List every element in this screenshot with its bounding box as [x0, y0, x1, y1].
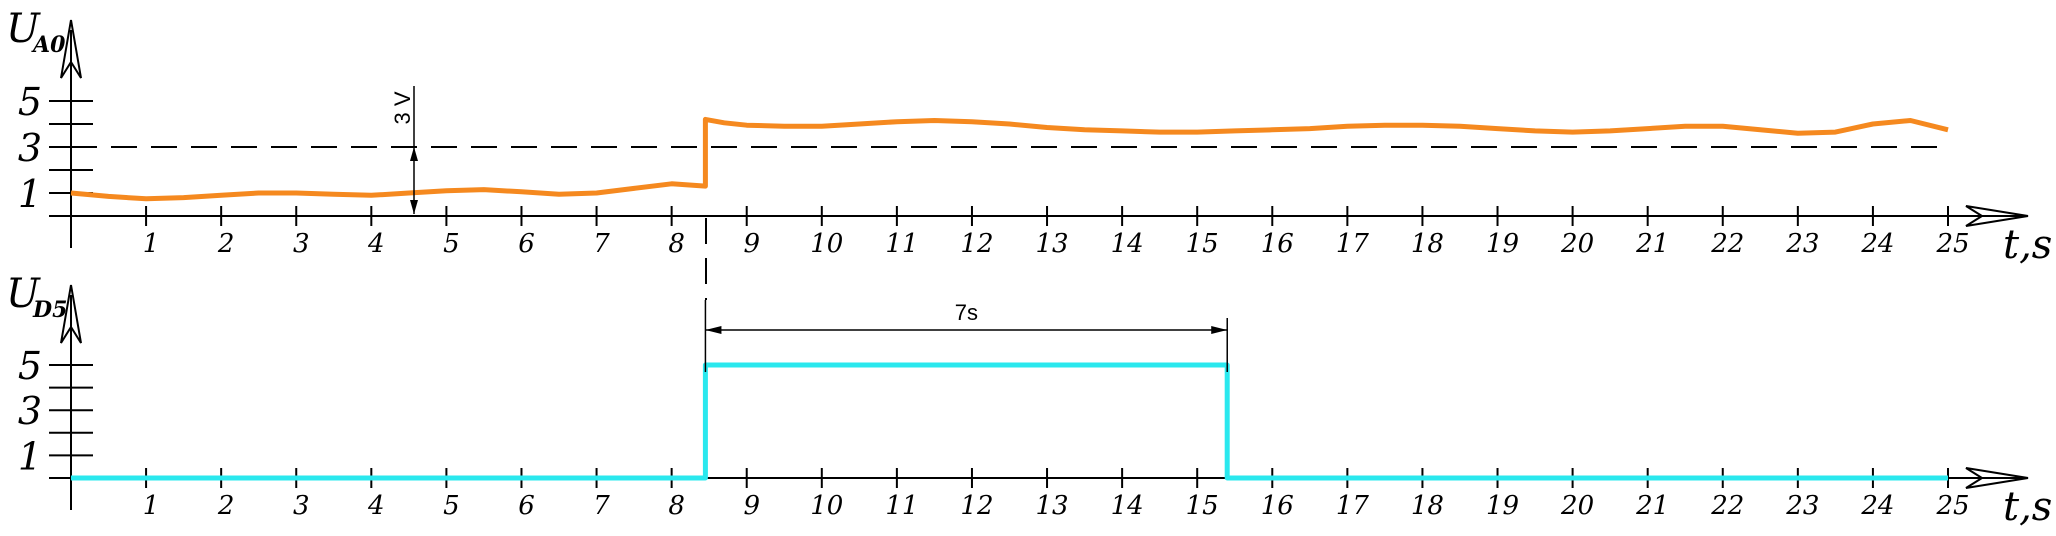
ua0-y-arrow: [60, 19, 82, 79]
ua0-x-tick-label: 5: [443, 229, 460, 259]
ua0-x-tick-label: 17: [1336, 229, 1370, 259]
duration-arrowhead-right: [1211, 326, 1228, 334]
ua0-x-tick-label: 24: [1860, 229, 1894, 259]
ua0-x-tick-label: 13: [1035, 229, 1068, 259]
ud5-ylabel-sub: D5: [32, 297, 67, 323]
ud5-x-tick-label: 10: [810, 491, 843, 521]
ua0-x-tick-label: 22: [1710, 229, 1744, 259]
ua0-x-tick-label: 15: [1186, 229, 1219, 259]
threshold-dim-arrowhead-up: [410, 147, 418, 161]
ua0-xlabel: t,s: [2003, 222, 2052, 268]
ud5-x-tick-label: 17: [1336, 491, 1370, 521]
ua0-x-tick-label: 2: [217, 229, 235, 259]
ua0-ylabel-sub: A0: [31, 32, 66, 58]
ud5-x-arrow: [1965, 467, 2029, 489]
ud5-x-tick-label: 11: [885, 491, 918, 521]
ud5-x-tick-label: 19: [1486, 491, 1519, 521]
ua0-x-tick-label: 12: [960, 229, 993, 259]
ua0-x-tick-label: 3: [293, 229, 310, 259]
ua0-y-tick-label: 5: [18, 80, 42, 124]
ua0-x-tick-label: 4: [367, 229, 385, 259]
ua0-x-tick-label: 8: [668, 229, 685, 259]
ud5-x-tick-label: 2: [217, 491, 235, 521]
ud5-x-tick-label: 4: [367, 491, 385, 521]
ud5-series-0: [71, 362, 1948, 481]
ua0-x-tick-label: 9: [743, 229, 760, 259]
ud5-y-tick-label: 5: [18, 344, 42, 388]
ud5-x-tick-label: 15: [1186, 491, 1219, 521]
duration-arrowhead-left: [705, 326, 722, 334]
ua0-x-tick-label: 6: [518, 229, 535, 259]
ud5-x-tick-label: 20: [1560, 491, 1594, 521]
ud5-ylabel-main: U: [6, 271, 41, 317]
ud5-x-tick-label: 24: [1860, 491, 1894, 521]
ud5-x-tick-label: 8: [668, 491, 685, 521]
ua0-x-tick-label: 16: [1261, 229, 1294, 259]
ud5-y-arrow: [60, 284, 82, 344]
ua0-x-tick-label: 20: [1560, 229, 1594, 259]
ud5-x-tick-label: 14: [1111, 491, 1144, 521]
ua0-x-tick-label: 10: [810, 229, 843, 259]
ud5-x-tick-label: 6: [518, 491, 535, 521]
ua0-x-tick-label: 11: [885, 229, 918, 259]
ua0-ylabel-main: U: [6, 6, 41, 52]
ua0-x-tick-label: 19: [1486, 229, 1519, 259]
ud5-x-tick-label: 16: [1261, 491, 1294, 521]
ud5-x-tick-label: 5: [443, 491, 460, 521]
ud5-y-tick-label: 3: [18, 389, 42, 433]
ud5-x-tick-label: 18: [1411, 491, 1444, 521]
ua0-x-tick-label: 1: [143, 229, 160, 259]
ua0-series-0: [70, 116, 1949, 202]
ud5-x-tick-label: 21: [1635, 491, 1669, 521]
ud5-x-tick-label: 1: [143, 491, 160, 521]
ua0-x-tick-label: 14: [1111, 229, 1144, 259]
ud5-y-tick-label: 1: [18, 434, 42, 478]
ud5-x-tick-label: 25: [1935, 491, 1969, 521]
ud5-xlabel: t,s: [2003, 484, 2052, 530]
ud5-x-tick-label: 12: [960, 491, 993, 521]
ud5-x-tick-label: 22: [1710, 491, 1744, 521]
ud5-x-tick-label: 13: [1035, 491, 1068, 521]
ud5-x-tick-label: 9: [743, 491, 760, 521]
ua0-x-tick-label: 21: [1635, 229, 1669, 259]
ua0-x-arrow: [1965, 205, 2029, 227]
threshold-label: 3 V: [390, 91, 415, 124]
threshold-dim-arrowhead-down: [410, 200, 418, 214]
ud5-x-tick-label: 7: [593, 491, 610, 521]
ua0-x-tick-label: 25: [1935, 229, 1969, 259]
ua0-x-tick-label: 18: [1411, 229, 1444, 259]
ua0-y-tick-label: 1: [18, 172, 42, 216]
ua0-y-tick-label: 3: [18, 126, 42, 170]
ua0-x-tick-label: 23: [1785, 229, 1819, 259]
ua0-x-tick-label: 7: [593, 229, 610, 259]
ud5-x-tick-label: 23: [1785, 491, 1819, 521]
duration-label: 7s: [955, 300, 978, 325]
ud5-x-tick-label: 3: [293, 491, 310, 521]
